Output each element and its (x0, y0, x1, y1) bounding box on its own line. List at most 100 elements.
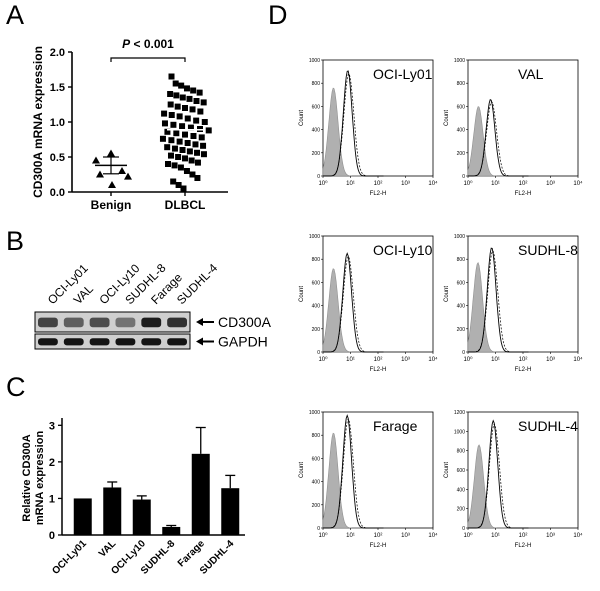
dlbcl-point (188, 157, 195, 164)
x-tick-label: DLBCL (165, 198, 206, 212)
blot-band (38, 338, 58, 346)
panel-letter-d: D (268, 0, 288, 30)
y-tick-label: 0 (317, 174, 320, 180)
bar (73, 498, 92, 535)
y-tick-label: 1.0 (50, 117, 65, 129)
flow-histogram-plot: 0 200 400 600 800 1000 10⁰ 10¹ 10² 10³ 10⁴ FL2-H Cou… (299, 58, 438, 197)
y-axis-label: Count (299, 110, 305, 126)
blot-band (167, 338, 187, 346)
p-symbol: P (122, 37, 131, 51)
flow-histogram-plot: 0 200 400 600 800 1000 1200 10⁰ 10¹ 10² 10³ 10⁴ FL2-… (444, 410, 583, 549)
dlbcl-point (198, 134, 205, 141)
x-tick-label: 10⁰ (463, 180, 473, 187)
label-backing (371, 416, 431, 436)
dlbcl-point (184, 115, 191, 122)
y-tick-label: 1000 (309, 234, 320, 240)
y-tick-label: 600 (457, 468, 466, 474)
blot-row-label: GAPDH (218, 334, 268, 350)
dlbcl-point (205, 127, 212, 134)
dlbcl-point (189, 106, 196, 113)
y-axis-label: CD300A mRNA expression (31, 46, 45, 198)
x-tick-label: 10³ (401, 357, 410, 363)
arrow-head (196, 318, 203, 326)
cell-line-label: OCI-Ly10 (373, 242, 433, 258)
y-tick-label: 200 (457, 507, 466, 513)
label-backing (371, 240, 431, 260)
y-tick-label: 1 (49, 493, 55, 505)
cd300a-histogram (323, 414, 384, 529)
cd300a-histogram-dashed (468, 423, 529, 529)
y-tick-label: 200 (312, 503, 321, 509)
cd300a-histogram (323, 70, 384, 177)
x-tick-label: 10³ (401, 181, 410, 187)
dlbcl-point (176, 113, 183, 120)
blot-band (38, 317, 58, 328)
x-tick-label: 10¹ (491, 533, 500, 539)
x-tick-label: 10¹ (491, 357, 500, 363)
y-tick-label: 400 (457, 304, 466, 310)
x-tick-label: VAL (97, 538, 118, 559)
panel-letter-a: A (6, 0, 25, 30)
x-tick-label: 10⁰ (463, 532, 473, 539)
dlbcl-point (180, 185, 187, 192)
dlbcl-point (193, 98, 200, 104)
dlbcl-point (175, 182, 182, 188)
x-tick-label: 10¹ (346, 181, 355, 187)
y-tick-label: 1000 (454, 58, 465, 64)
dlbcl-point (172, 80, 179, 87)
dlbcl-point (189, 171, 196, 178)
dlbcl-point (190, 87, 197, 94)
y-axis-label: mRNA expression (34, 431, 46, 526)
dlbcl-point (178, 82, 185, 89)
x-tick-label: 10² (374, 181, 383, 187)
x-tick-label: 10² (519, 533, 528, 539)
y-tick-label: 600 (457, 280, 466, 286)
bar (103, 487, 122, 535)
dlbcl-point (200, 151, 207, 158)
x-tick-label: 10⁰ (318, 180, 328, 187)
blot-row-label: CD300A (218, 314, 272, 330)
cd300a-histogram-dashed (323, 255, 384, 353)
dlbcl-point (164, 128, 171, 135)
y-tick-label: 200 (457, 151, 466, 157)
dlbcl-point (192, 141, 199, 148)
cd300a-histogram-dashed (323, 73, 384, 177)
dlbcl-point (196, 89, 203, 96)
bar (132, 499, 151, 535)
blot-strip (34, 333, 191, 350)
y-tick-label: 600 (312, 280, 321, 286)
y-tick-label: 200 (312, 327, 321, 333)
benign-point (96, 170, 104, 178)
y-tick-label: 200 (457, 327, 466, 333)
cd300a-histogram-dashed (468, 250, 529, 353)
y-tick-label: 800 (312, 81, 321, 87)
y-tick-label: 0 (317, 350, 320, 356)
cell-line-label: SUDHL-8 (518, 242, 578, 258)
y-tick-label: 800 (457, 81, 466, 87)
y-tick-label: 0 (462, 174, 465, 180)
label-backing (371, 64, 431, 84)
blot-band (89, 317, 110, 328)
y-axis-label: Count (444, 462, 450, 478)
y-tick-label: 0.0 (50, 187, 65, 199)
x-tick-label: 10⁴ (428, 532, 438, 539)
x-tick-label: 10² (374, 533, 383, 539)
dlbcl-point (168, 137, 175, 144)
y-tick-label: 600 (312, 456, 321, 462)
dlbcl-point (200, 142, 207, 149)
flow-histogram-plot: 0 200 400 600 800 1000 10⁰ 10¹ 10² 10³ 10⁴ FL2-H Cou… (444, 234, 583, 373)
y-tick-label: 400 (312, 304, 321, 310)
dlbcl-point (165, 161, 171, 167)
x-tick-label: 10³ (546, 181, 555, 187)
blot-band (115, 338, 136, 346)
y-tick-label: 600 (457, 104, 466, 110)
y-tick-label: 3 (49, 420, 55, 432)
y-tick-label: 800 (457, 449, 466, 455)
dlbcl-point (161, 110, 168, 117)
blot-band (63, 338, 84, 346)
dlbcl-point (194, 175, 201, 181)
x-tick-label: 10⁴ (428, 356, 438, 363)
bar (221, 488, 240, 535)
x-tick-label: 10¹ (346, 357, 355, 363)
dlbcl-point (170, 121, 177, 128)
